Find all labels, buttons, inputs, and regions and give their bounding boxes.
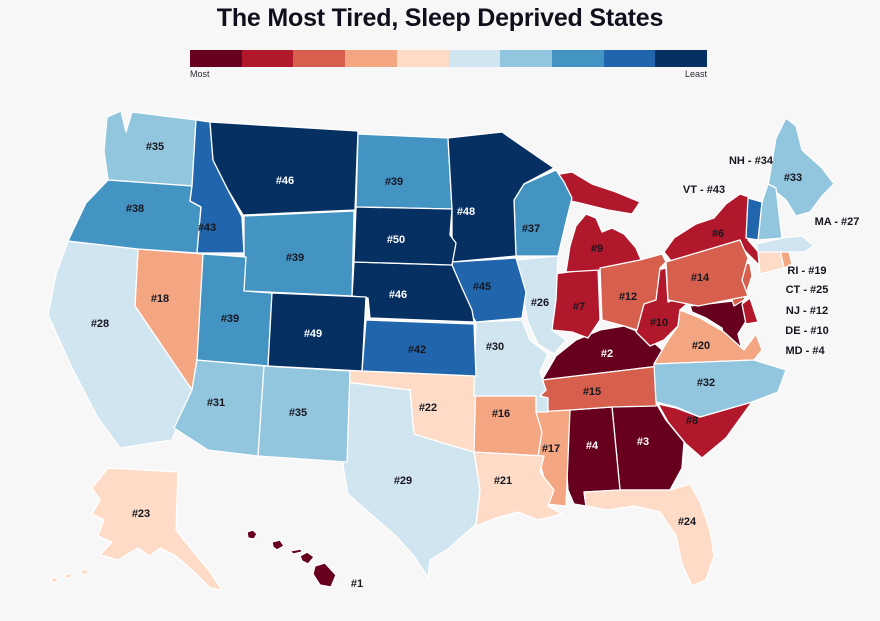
legend-least-label: Least [684,69,707,79]
page-title: The Most Tired, Sleep Deprived States [216,4,664,32]
state-rank-label-mt: #46 [276,175,294,187]
state-mn[interactable] [447,131,555,263]
state-rank-label-or: #38 [126,203,144,215]
outside-state-label-de: DE - #10 [785,325,828,337]
outside-state-label-ri: RI - #19 [787,265,826,277]
legend-swatch [345,50,397,67]
state-rank-label-ms: #17 [542,443,560,455]
outside-state-label-nh: NH - #34 [729,155,774,167]
state-or[interactable] [67,179,202,254]
state-rank-label-ga: #3 [637,436,649,448]
state-rank-label-wi: #37 [522,223,540,235]
state-rank-label-il: #26 [531,297,549,309]
state-de[interactable] [741,297,759,325]
state-ma[interactable] [755,235,815,253]
state-rank-label-ny: #6 [712,228,724,240]
state-ak[interactable] [63,572,74,580]
state-sd[interactable] [353,206,457,266]
legend-most-label: Most [190,69,210,79]
outside-state-label-md: MD - #4 [785,345,825,357]
legend-endpoint-labels: Most Least [190,69,707,79]
state-rank-label-sd: #50 [387,234,405,246]
state-rank-label-fl: #24 [678,516,697,528]
state-nd[interactable] [355,133,453,210]
legend-swatch [241,50,294,67]
legend-swatch [396,50,449,67]
state-mo[interactable] [473,319,549,413]
state-va[interactable] [653,309,763,365]
legend-swatch [500,50,552,67]
state-il[interactable] [515,255,567,355]
state-rank-label-mo: #30 [486,341,504,353]
state-rank-label-oh: #12 [619,291,637,303]
state-rank-label-in: #7 [573,301,585,313]
state-rank-label-ar: #16 [492,408,510,420]
state-hi[interactable] [289,548,303,555]
state-pa[interactable] [665,239,749,307]
state-rank-label-ia: #45 [473,281,491,293]
state-hi[interactable] [271,539,285,551]
state-rank-label-nv: #18 [151,293,169,305]
state-hi[interactable] [312,562,337,588]
state-mt[interactable] [209,121,359,216]
state-rank-label-va: #20 [692,340,710,352]
state-nc[interactable] [653,359,787,418]
state-rank-label-nc: #32 [697,377,715,389]
legend-swatch [293,50,346,67]
state-fl[interactable] [583,483,715,587]
state-rank-label-id: #43 [198,222,216,234]
state-rank-label-ne: #46 [389,289,407,301]
outside-state-label-ct: CT - #25 [786,284,829,296]
state-tx[interactable] [342,381,481,579]
state-rank-label-ok: #22 [419,402,437,414]
legend-swatch [551,50,604,67]
state-ak[interactable] [49,576,60,584]
state-vt[interactable] [745,197,763,241]
state-ct[interactable] [757,249,785,275]
state-rank-label-nm: #35 [289,407,307,419]
state-rank-label-wa: #35 [146,141,164,153]
state-rank-label-wv: #10 [650,317,668,329]
state-hi[interactable] [299,551,315,565]
outside-state-label-vt: VT - #43 [683,184,725,196]
legend-swatch [448,50,501,67]
state-rank-label-co: #49 [304,328,322,340]
state-rank-label-hi: #1 [351,578,363,590]
legend-gradient-bar [190,50,708,67]
state-rank-label-sc: #8 [686,415,698,427]
legend-swatch [190,50,242,67]
state-rank-label-ks: #42 [408,344,426,356]
state-oh[interactable] [599,253,667,331]
state-ak[interactable] [91,467,223,591]
state-rank-label-az: #31 [207,397,225,409]
state-rank-label-wy: #39 [286,252,304,264]
state-ca[interactable] [47,240,193,449]
state-rank-label-al: #4 [586,440,599,452]
legend-swatch [655,50,708,67]
state-rank-label-ut: #39 [221,313,239,325]
outside-state-label-ma: MA - #27 [815,216,860,228]
state-rank-label-la: #21 [494,475,512,487]
state-rank-label-mi: #9 [591,243,603,255]
color-legend: Most Least [190,50,708,79]
state-hi[interactable] [246,529,258,540]
state-ak[interactable] [79,568,90,576]
state-rank-label-ca: #28 [91,318,109,330]
state-rank-label-ak: #23 [132,508,150,520]
state-co[interactable] [267,292,367,372]
legend-swatch [603,50,656,67]
state-rank-label-tn: #15 [583,386,601,398]
state-rank-label-me: #33 [784,172,802,184]
state-me[interactable] [767,117,835,217]
outside-state-label-nj: NJ - #12 [786,305,828,317]
state-rank-label-pa: #14 [691,272,710,284]
state-rank-label-mn: #48 [457,206,475,218]
state-rank-label-nd: #39 [385,176,403,188]
state-rank-label-ky: #2 [601,348,613,360]
state-rank-label-tx: #29 [394,475,412,487]
